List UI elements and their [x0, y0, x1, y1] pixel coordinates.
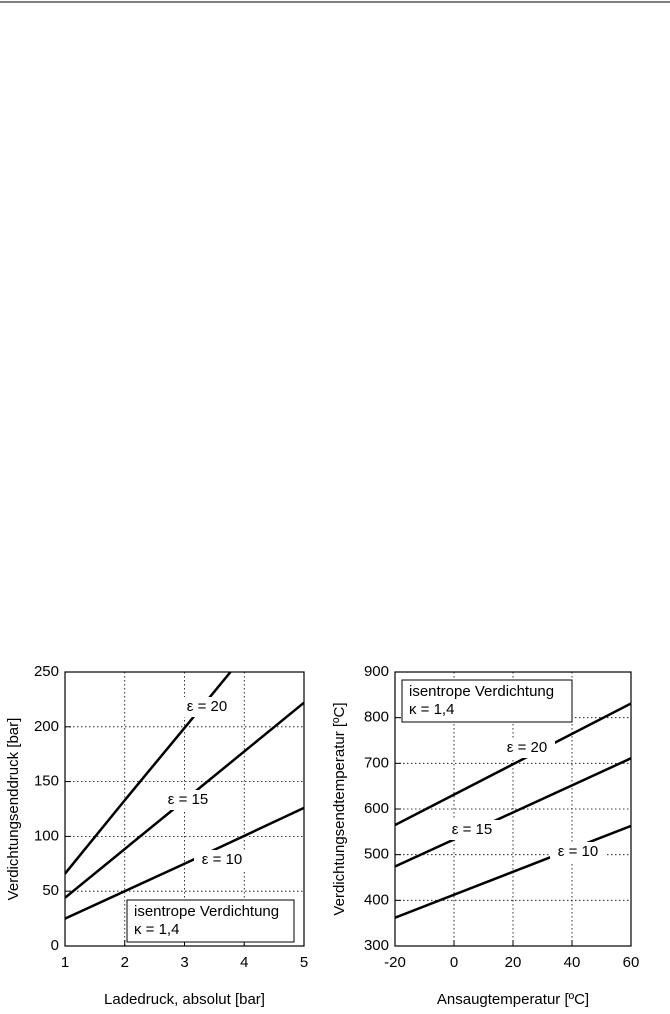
y-tick-label: 100 — [34, 827, 59, 844]
label-bg — [550, 842, 606, 862]
line-series — [65, 806, 304, 920]
y-tick-label: 250 — [34, 663, 59, 680]
y-tick-label: 0 — [51, 937, 59, 954]
line-series — [395, 702, 631, 827]
annotation-box — [401, 679, 573, 723]
label-bg — [179, 697, 235, 717]
y-axis-label: Verdichtungsendtemperatur [ºC] — [331, 702, 348, 915]
series-label: ε = 20 — [507, 739, 547, 756]
y-tick-label: 150 — [34, 773, 59, 790]
label-bg — [160, 790, 216, 810]
series-label: ε = 20 — [187, 698, 227, 715]
y-tick-label: 700 — [364, 754, 389, 771]
y-axis-label: Verdichtungsenddruck [bar] — [5, 718, 22, 901]
annotation: κ = 1,4 — [134, 921, 179, 938]
x-tick-label: 20 — [505, 954, 522, 971]
x-tick-label: 5 — [300, 954, 308, 971]
annotation: isentrope Verdichtung — [134, 903, 279, 920]
x-axis-label: Ladedruck, absolut [bar] — [104, 991, 265, 1008]
y-tick-label: 300 — [364, 937, 389, 954]
y-tick-label: 50 — [42, 882, 59, 899]
x-tick-label: 4 — [240, 954, 248, 971]
line-series — [395, 824, 631, 919]
label-bg — [499, 738, 555, 758]
series-label: ε = 10 — [558, 843, 598, 860]
y-tick-label: 800 — [364, 709, 389, 726]
x-axis-label: Ansaugtemperatur [ºC] — [437, 991, 589, 1008]
line-series — [395, 757, 631, 868]
series-label: ε = 15 — [168, 791, 208, 808]
x-tick-label: 0 — [450, 954, 458, 971]
y-tick-label: 600 — [364, 800, 389, 817]
x-tick-label: 1 — [61, 954, 69, 971]
annotation: isentrope Verdichtung — [409, 683, 554, 700]
y-tick-label: 900 — [364, 663, 389, 680]
plot-frame — [394, 671, 632, 947]
label-bg — [444, 820, 500, 840]
series-label: ε = 15 — [452, 821, 492, 838]
x-tick-label: 2 — [121, 954, 129, 971]
y-tick-label: 400 — [364, 891, 389, 908]
annotation: κ = 1,4 — [409, 701, 454, 718]
y-tick-label: 500 — [364, 846, 389, 863]
annotation-box — [126, 899, 295, 943]
x-tick-label: 3 — [180, 954, 188, 971]
x-tick-label: 40 — [564, 954, 581, 971]
x-tick-label: -20 — [384, 954, 406, 971]
x-tick-label: 60 — [623, 954, 640, 971]
y-tick-label: 200 — [34, 718, 59, 735]
series-label: ε = 10 — [202, 851, 242, 868]
label-bg — [194, 850, 250, 870]
